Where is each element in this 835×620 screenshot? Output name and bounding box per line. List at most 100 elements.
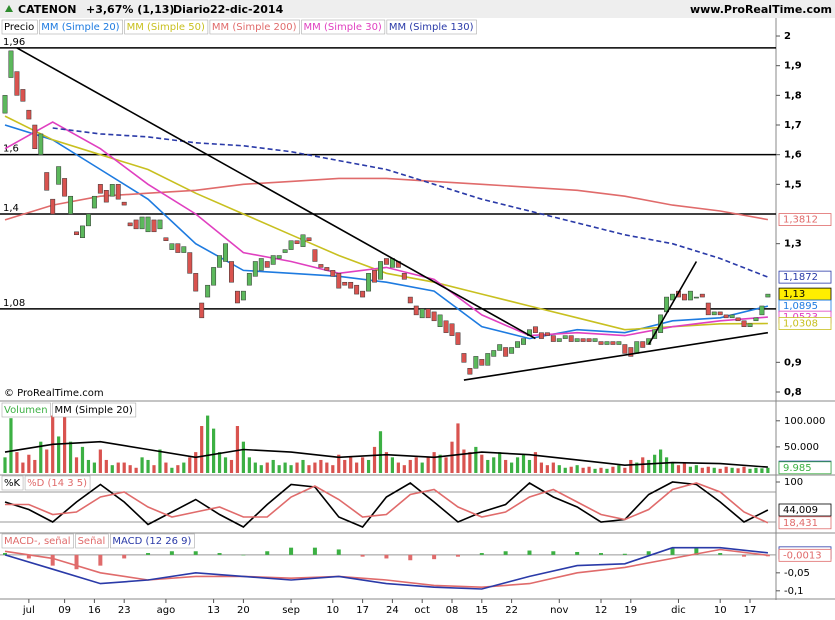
volume-bar xyxy=(57,436,61,473)
candle xyxy=(211,267,217,286)
legend-entry: Volumen xyxy=(4,405,48,416)
candle xyxy=(91,195,97,209)
histogram-bar xyxy=(146,553,151,555)
candle xyxy=(103,190,109,203)
histogram-bar xyxy=(289,547,294,555)
candle xyxy=(145,216,151,233)
legend-entry: MACD (12 26 9) xyxy=(112,536,191,547)
candle xyxy=(342,281,348,286)
volume-bar xyxy=(664,457,669,473)
legend-entry: MM (Simple 50) xyxy=(127,22,205,33)
volume-bar xyxy=(510,462,514,473)
candle xyxy=(753,317,759,322)
candle xyxy=(705,302,711,316)
candle xyxy=(735,317,741,322)
candle xyxy=(515,341,521,348)
candle xyxy=(622,344,628,354)
x-tick-label: 22 xyxy=(505,605,518,616)
volume-bar xyxy=(212,428,216,473)
histogram-bar xyxy=(384,554,389,559)
candle xyxy=(467,368,473,375)
candle xyxy=(401,273,407,280)
legend-entry: MM (Simple 130) xyxy=(389,22,474,33)
value-box xyxy=(778,503,832,517)
volume-bar xyxy=(134,467,138,473)
volume-bar xyxy=(420,462,424,473)
volume-bar xyxy=(3,457,7,473)
x-tick-label: ago xyxy=(157,605,176,616)
volume-bar xyxy=(545,465,549,473)
horizontal-line-label: 1,4 xyxy=(3,203,19,214)
value-box-label: -0,0013 xyxy=(783,550,822,561)
volume-bar xyxy=(414,457,418,473)
y-tick-label: -0,1 xyxy=(784,586,804,597)
volume-bar xyxy=(349,457,353,473)
volume-bar xyxy=(33,459,37,473)
candle xyxy=(550,335,556,342)
volume-bar xyxy=(152,465,156,473)
volume-bar xyxy=(45,449,49,473)
volume-bar xyxy=(188,457,192,473)
candle xyxy=(240,290,246,301)
volume-bar xyxy=(766,467,770,473)
candle xyxy=(229,261,234,283)
value-box xyxy=(778,548,832,562)
indicator-line xyxy=(4,481,769,528)
volume-bar xyxy=(74,457,79,473)
volume-bar xyxy=(206,415,210,473)
legend-entry: %K xyxy=(4,478,21,489)
volume-bar xyxy=(277,465,281,473)
volume-bar xyxy=(9,418,13,473)
candle xyxy=(294,240,300,244)
volume-bar xyxy=(521,454,526,473)
volume-bar xyxy=(498,452,502,473)
candle xyxy=(640,341,646,348)
candle xyxy=(2,95,8,114)
x-tick-label: 13 xyxy=(207,605,220,616)
volume-bar xyxy=(623,467,627,473)
volume-bar xyxy=(539,462,543,473)
candle xyxy=(157,219,163,230)
volume-average xyxy=(4,440,768,468)
candle xyxy=(425,308,431,319)
volume-bar xyxy=(86,459,91,473)
legend-box xyxy=(386,19,477,35)
histogram-bar xyxy=(217,553,222,555)
volume-bar xyxy=(468,452,472,473)
volume-bar xyxy=(253,462,257,473)
legend-box xyxy=(110,533,195,549)
volume-bar xyxy=(629,459,633,473)
volume-bar xyxy=(98,449,102,473)
volume-bar xyxy=(718,468,722,473)
volume-bar xyxy=(241,441,245,473)
candle xyxy=(115,184,121,200)
candle xyxy=(14,71,20,96)
histogram-bar xyxy=(336,549,341,555)
candle xyxy=(32,124,38,149)
x-tick-label: 19 xyxy=(624,605,637,616)
legend-box xyxy=(124,19,209,35)
candle xyxy=(181,246,187,253)
histogram-bar xyxy=(169,551,174,555)
volume-bar xyxy=(265,462,269,473)
histogram-bar xyxy=(74,554,79,570)
volume-bar xyxy=(68,441,73,473)
volume-bar xyxy=(307,465,311,473)
x-tick-label: oct xyxy=(414,605,430,616)
volume-bar xyxy=(164,462,168,473)
y-tick-label: 100 xyxy=(784,477,803,488)
x-tick-label: 10 xyxy=(714,605,727,616)
legend-box xyxy=(1,475,24,491)
y-tick-label: -0,05 xyxy=(784,568,810,579)
candle xyxy=(437,314,443,327)
candle xyxy=(20,89,26,102)
candle xyxy=(580,338,586,342)
candle xyxy=(741,320,747,327)
candle xyxy=(312,249,318,262)
volume-bar xyxy=(217,452,222,473)
x-tick-label: 12 xyxy=(595,605,608,616)
candle xyxy=(62,178,68,197)
volume-bar xyxy=(712,467,716,473)
value-box xyxy=(778,270,832,284)
volume-bar xyxy=(343,459,347,473)
